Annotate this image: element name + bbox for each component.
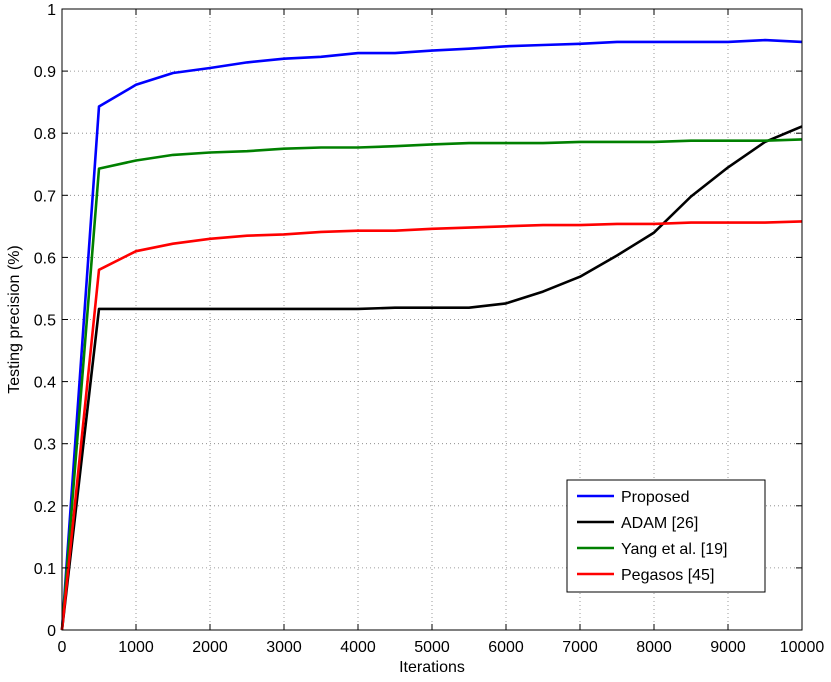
legend-entry: Yang et al. [19]	[621, 541, 727, 558]
x-axis-label: Iterations	[399, 659, 465, 676]
x-tick-label: 10000	[780, 639, 825, 656]
x-tick-label: 9000	[710, 639, 746, 656]
y-tick-label: 0	[47, 623, 56, 640]
y-tick-label: 0.9	[34, 64, 56, 81]
y-tick-label: 0.6	[34, 250, 56, 267]
series-line-2	[60, 138, 803, 631]
x-tick-label: 1000	[118, 639, 154, 656]
y-tick-label: 0.2	[34, 499, 56, 516]
y-tick-label: 0.7	[34, 188, 56, 205]
legend: Proposed ADAM [26] Yang et al. [19] Pegasos…	[566, 479, 766, 593]
x-tick-label: 5000	[414, 639, 450, 656]
y-tick-label: 0.5	[34, 313, 56, 330]
y-tick-label: 0.1	[34, 561, 56, 578]
axis-ticks: 0 1000 2000 3000 4000 5000 6000 7000 8000 9000 100…	[34, 2, 825, 656]
legend-entry: Pegasos [45]	[621, 567, 714, 584]
x-tick-label: 3000	[266, 639, 302, 656]
y-tick-label: 0.4	[34, 375, 56, 392]
series-lines	[60, 38, 803, 631]
y-tick-label: 0.8	[34, 126, 56, 143]
legend-entry: ADAM [26]	[621, 515, 698, 532]
legend-entry: Proposed	[621, 489, 690, 506]
x-tick-label: 4000	[340, 639, 376, 656]
x-tick-label: 8000	[636, 639, 672, 656]
y-tick-label: 1	[47, 2, 56, 19]
series-line-0	[60, 38, 803, 631]
x-tick-label: 7000	[562, 639, 598, 656]
y-axis-label: Testing precision (%)	[6, 245, 23, 394]
y-tick-label: 0.3	[34, 437, 56, 454]
x-tick-label: 6000	[488, 639, 524, 656]
x-tick-label: 0	[58, 639, 67, 656]
x-tick-label: 2000	[192, 639, 228, 656]
series-line-3	[60, 220, 803, 631]
series-line-1	[60, 125, 803, 631]
